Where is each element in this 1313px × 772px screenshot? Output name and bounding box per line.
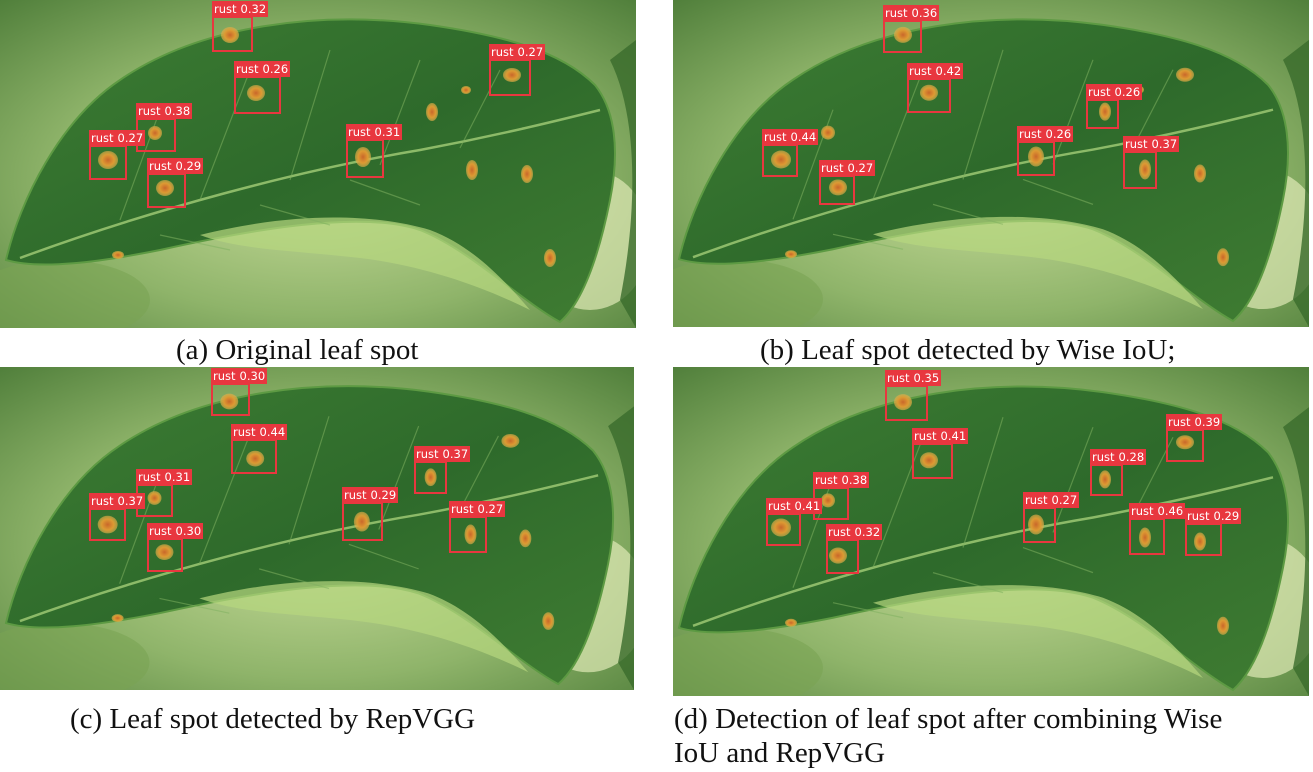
panel-d-image: rust 0.35 rust 0.41 rust 0.39 rust 0.28 rust…	[673, 367, 1309, 696]
detection-box: rust 0.41	[912, 428, 969, 479]
detection-box: rust 0.30	[147, 523, 204, 572]
panel-b-image: rust 0.36 rust 0.42 rust 0.26 rust 0.44 rust…	[673, 0, 1309, 327]
detection-box: rust 0.31	[136, 469, 193, 517]
detection-box: rust 0.32	[212, 1, 269, 52]
detection-box: rust 0.29	[1185, 508, 1242, 556]
detection-box: rust 0.26	[234, 61, 291, 114]
detection-box: rust 0.46	[1129, 503, 1186, 555]
detection-box: rust 0.37	[89, 493, 146, 541]
detection-box: rust 0.27	[1023, 492, 1080, 543]
detection-box: rust 0.27	[89, 130, 146, 180]
detection-box: rust 0.35	[885, 370, 942, 421]
detection-box: rust 0.44	[762, 129, 819, 177]
detection-box: rust 0.36	[883, 5, 940, 53]
detection-box: rust 0.29	[342, 487, 399, 541]
panel-d-caption-line-1: (d) Detection of leaf spot after combini…	[674, 703, 1223, 735]
detection-box: rust 0.37	[1123, 136, 1180, 189]
detection-box: rust 0.32	[826, 524, 883, 574]
detection-box: rust 0.26	[1086, 84, 1143, 129]
panel-c-caption: (c) Leaf spot detected by RepVGG	[70, 703, 476, 735]
detection-box: rust 0.27	[449, 501, 506, 553]
detection-box: rust 0.41	[766, 498, 823, 546]
detection-box: rust 0.26	[1017, 126, 1074, 176]
panel-a-caption: (a) Original leaf spot	[176, 334, 419, 366]
panel-b-caption: (b) Leaf spot detected by Wise IoU;	[760, 334, 1176, 366]
detection-box: rust 0.31	[346, 124, 403, 178]
panel-c-image: rust 0.30 rust 0.44 rust 0.31 rust 0.37 rust…	[0, 367, 634, 690]
detection-box: rust 0.42	[907, 63, 964, 113]
panel-d-caption-line-2: IoU and RepVGG	[674, 737, 886, 769]
detection-box: rust 0.30	[211, 368, 268, 416]
detection-box: rust 0.39	[1166, 414, 1223, 462]
detection-box: rust 0.37	[414, 446, 471, 494]
detection-box: rust 0.29	[147, 158, 204, 208]
detection-box: rust 0.44	[231, 424, 288, 474]
detection-box: rust 0.27	[819, 160, 876, 205]
detection-box: rust 0.28	[1090, 449, 1147, 496]
detection-box: rust 0.27	[489, 44, 546, 96]
panel-a-image: rust 0.32 rust 0.27 rust 0.26 rust 0.38 rust…	[0, 0, 636, 328]
